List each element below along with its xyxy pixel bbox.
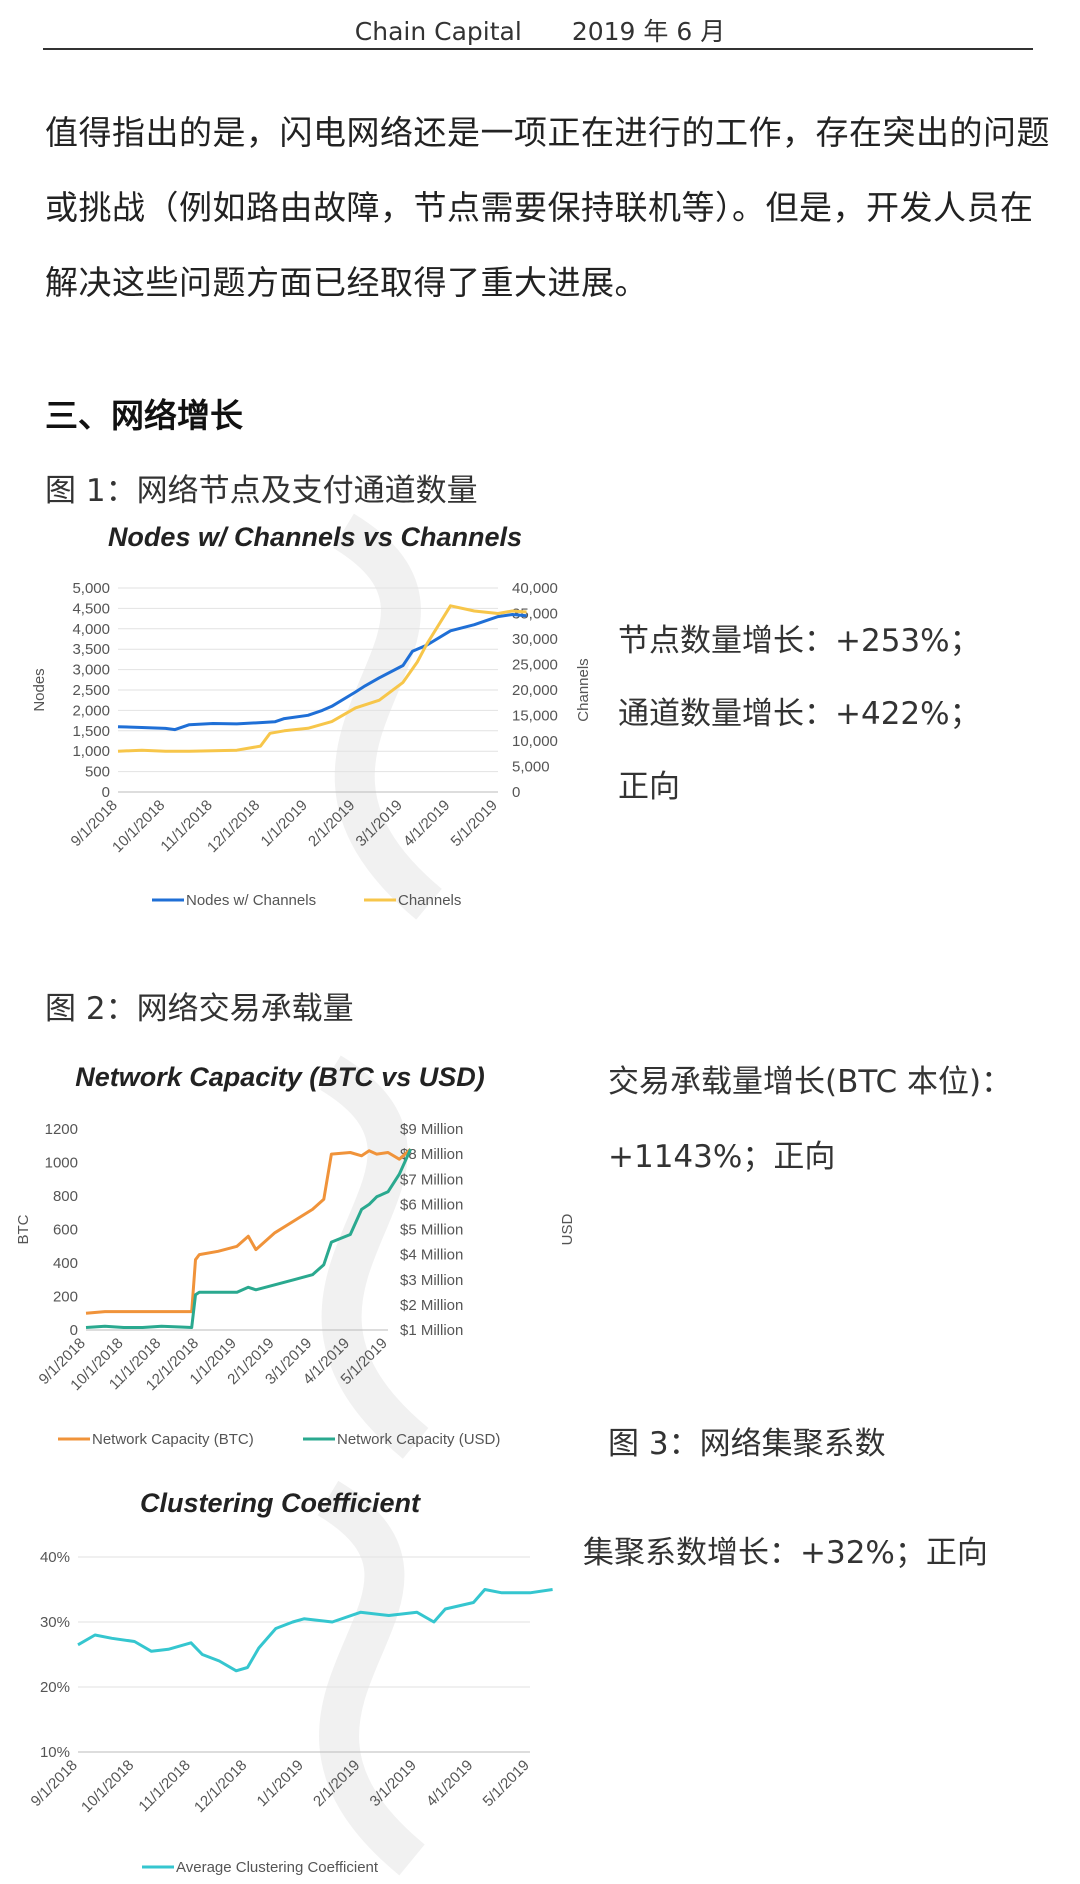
y2-tick-label: $3 Million [400,1272,463,1289]
y2-tick-label: 20,000 [512,682,558,699]
y-tick-label: 600 [53,1222,78,1239]
y-axis-label: Nodes [31,668,48,711]
figure-1-stat: 节点数量增长：+253%； [618,623,981,659]
page-header: Chain Capital 2019 年 6 月 [0,12,1080,46]
y2-tick-label: $6 Million [400,1196,463,1213]
legend-label: Nodes w/ Channels [186,892,316,909]
y2-tick-label: $7 Million [400,1171,463,1188]
y-tick-label: 3,500 [72,641,110,658]
x-tick-label: 1/1/2019 [258,797,311,850]
x-tick-label: 10/1/2018 [78,1757,137,1816]
series-line-2 [85,1148,412,1329]
y2-tick-label: $1 Million [400,1322,463,1339]
y2-tick-label: 35,000 [512,606,558,623]
y2-tick-label: $4 Million [400,1247,463,1264]
y2-tick-label: 30,000 [512,631,558,648]
header-org: Chain Capital [354,17,522,46]
y2-tick-label: 0 [512,784,520,801]
y-tick-label: 2,000 [72,702,110,719]
figure-1-stat: 通道数量增长：+422%； [618,696,981,732]
x-tick-label: 5/1/2019 [448,797,501,850]
intro-paragraph: 值得指出的是，闪电网络还是一项正在进行的工作，存在突出的问题 或挑战（例如路由故… [45,95,1050,320]
figure-2-stat: +1143%；正向 [608,1139,836,1175]
figure-3-stat: 集聚系数增长：+32%；正向 [583,1535,988,1571]
legend-label: Network Capacity (USD) [337,1431,500,1448]
series-line-1 [77,1588,553,1673]
y2-tick-label: $8 Million [400,1146,463,1163]
x-tick-label: 11/1/2018 [135,1757,193,1815]
header-divider [43,48,1033,50]
y2-tick-label: $9 Million [400,1121,463,1138]
y-tick-label: 4,000 [72,621,110,638]
y-tick-label: 1000 [45,1155,78,1172]
legend-label: Average Clustering Coefficient [176,1859,379,1876]
chart-title: Clustering Coefficient [140,1488,421,1518]
watermark-shape [317,1480,425,1876]
x-tick-label: 12/1/2018 [204,797,263,856]
x-tick-label: 5/1/2019 [480,1757,533,1810]
y-tick-label: 800 [53,1188,78,1205]
y2-axis-label: Channels [575,658,592,721]
figure-2-stat: 交易承载量增长(BTC 本位)： [608,1064,1013,1100]
chart-title: Nodes w/ Channels vs Channels [108,522,522,552]
y-tick-label: 1200 [45,1121,78,1138]
legend-label: Network Capacity (BTC) [92,1431,254,1448]
chart-nodes-channels: Nodes w/ Channels vs Channels 5,000 4,500 4… [31,513,592,920]
y-axis-label: BTC [18,1214,32,1244]
y-tick-label: 30% [40,1614,70,1631]
y-tick-label: 10% [40,1744,70,1761]
y2-tick-label: 15,000 [512,708,558,725]
y-tick-label: 4,500 [72,600,110,617]
y2-tick-label: 10,000 [512,733,558,750]
chart-title: Network Capacity (BTC vs USD) [75,1062,485,1092]
series-line-1 [85,1147,412,1315]
header-date: 2019 年 6 月 [571,17,726,46]
y-tick-label: 0 [102,784,110,801]
x-tick-label: 12/1/2018 [191,1757,250,1816]
series-line-2 [117,604,527,753]
figure-3-caption: 图 3：网络集聚系数 [608,1426,886,1462]
y-tick-label: 2,500 [72,682,110,699]
y2-axis-label: USD [559,1213,576,1245]
figure-1-stat: 正向 [618,769,680,805]
y-tick-label: 40% [40,1549,70,1566]
y2-tick-label: 25,000 [512,657,558,674]
x-tick-label: 1/1/2019 [254,1757,307,1810]
figure-1-caption: 图 1：网络节点及支付通道数量 [45,473,478,509]
x-tick-label: 3/1/2019 [367,1757,420,1810]
y-tick-label: 20% [40,1679,70,1696]
series-line-1 [117,613,527,732]
paragraph-line: 或挑战（例如路由故障，节点需要保持联机等）。但是，开发人员在 [45,188,1034,227]
y-tick-label: 0 [70,1322,78,1339]
x-tick-label: 10/1/2018 [109,797,168,856]
y-tick-label: 500 [85,764,110,781]
watermark-shape [319,1055,429,1459]
paragraph-line: 解决这些问题方面已经取得了重大进展。 [45,263,648,302]
figure-2-caption: 图 2：网络交易承载量 [45,991,354,1027]
watermark-shape [332,513,442,920]
x-tick-label: 4/1/2019 [423,1757,476,1810]
y-tick-label: 5,000 [72,580,110,597]
x-tick-label: 9/1/2018 [28,1757,81,1810]
y-tick-label: 400 [53,1255,78,1272]
y2-tick-label: 5,000 [512,759,550,776]
paragraph-line: 值得指出的是，闪电网络还是一项正在进行的工作，存在突出的问题 [45,113,1050,152]
y-tick-label: 200 [53,1289,78,1306]
y-tick-label: 1,500 [72,723,110,740]
section-title: 三、网络增长 [45,396,243,435]
y2-tick-label: $2 Million [400,1297,463,1314]
chart-network-capacity: Network Capacity (BTC vs USD) 1200 1000 800… [18,1055,576,1459]
x-tick-label: 4/1/2019 [400,797,453,850]
y-tick-label: 1,000 [72,743,110,760]
y-tick-label: 3,000 [72,662,110,679]
legend-label: Channels [398,892,461,909]
y2-tick-label: 40,000 [512,580,558,597]
chart-clustering-coefficient: Clustering Coefficient 40% 30% 20% 10%9/1/20… [28,1480,553,1876]
y2-tick-label: $5 Million [400,1222,463,1239]
